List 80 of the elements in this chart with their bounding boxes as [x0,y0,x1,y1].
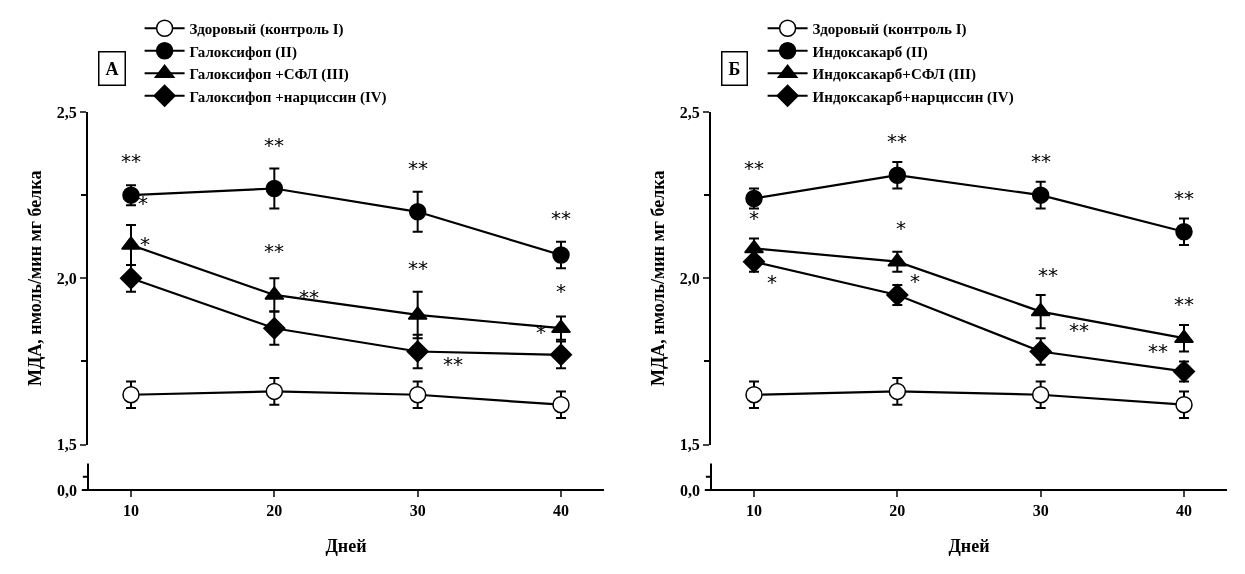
point [1175,223,1193,241]
annotation: ** [408,156,428,180]
point [887,252,908,267]
point [745,385,763,404]
y-tick-label: 2,0 [679,269,700,287]
legend-label: Индоксакарб+СФЛ (III) [812,66,976,84]
legend-label: Индоксакарб (II) [812,43,928,61]
point [742,250,766,273]
annotation: * [910,269,920,293]
x-axis-title: Дней [948,535,990,556]
legend-label: Галоксифоп +нарциссин (IV) [189,88,387,106]
annotation: ** [1174,292,1194,316]
y-axis-title: МДА, нмоль/мин мг белка [25,170,46,387]
text: 0,0 [57,482,77,499]
annotation: ** [1148,339,1168,363]
point [1031,385,1050,404]
point [265,382,284,401]
annotation: * [767,270,777,294]
legend-label: Галоксифоп +СФЛ (III) [189,66,349,84]
y-tick-label: 2,5 [679,103,700,121]
point [552,246,570,264]
point [119,267,143,290]
legend-label: Здоровый (контроль I) [189,21,344,39]
point [552,395,570,414]
annotation: ** [264,133,284,157]
annotation: * [138,191,148,215]
y-tick-label: 2,0 [56,269,77,287]
annotation: ** [264,239,284,263]
annotation: * [896,216,906,240]
annotation: * [140,232,150,256]
point [408,203,427,221]
point [1029,340,1052,363]
x-tick-label: 40 [1176,502,1192,520]
point [551,319,571,333]
point [1175,395,1193,414]
point [263,317,286,340]
x-tick-label: 20 [266,502,283,520]
annotation: * [556,279,566,303]
annotation: ** [121,149,141,173]
legend-label: Индоксакарб+нарциссин (IV) [812,88,1014,106]
annotation: ** [443,352,463,376]
y-tick-label: 2,5 [56,103,77,121]
y-axis-title: МДА, нмоль/мин мг белка [648,170,669,387]
point [886,283,909,307]
text: 0,0 [680,482,700,499]
point [888,382,907,401]
text: Б [728,58,741,79]
point [549,343,573,366]
annotation: ** [408,256,428,280]
annotation: ** [299,285,319,309]
annotation: ** [887,129,907,153]
point [888,166,907,184]
x-tick-label: 10 [746,502,762,520]
point [1030,302,1051,317]
legend-label: Здоровый (контроль I) [812,21,967,39]
text: А [105,58,119,79]
point [408,385,427,404]
point [1031,186,1050,204]
x-axis-title: Дней [325,535,367,556]
point [406,340,429,363]
annotation: ** [1031,149,1051,173]
y-tick-label: 1,5 [679,436,700,454]
y-tick-label: 1,5 [56,436,77,454]
point [1172,360,1196,383]
x-tick-label: 30 [1032,502,1049,520]
x-tick-label: 40 [553,502,569,520]
annotation: ** [1038,263,1058,287]
point [265,179,284,198]
annotation: ** [551,206,571,230]
x-tick-label: 30 [409,502,426,520]
annotation: ** [744,156,764,180]
point [1174,329,1194,343]
annotation: ** [1174,186,1194,210]
x-tick-label: 20 [889,502,906,520]
point [122,385,140,404]
annotation: * [749,206,759,230]
legend-label: Галоксифоп (II) [189,43,297,61]
annotation: ** [1069,318,1089,342]
x-tick-label: 10 [123,502,139,520]
point [121,236,141,250]
